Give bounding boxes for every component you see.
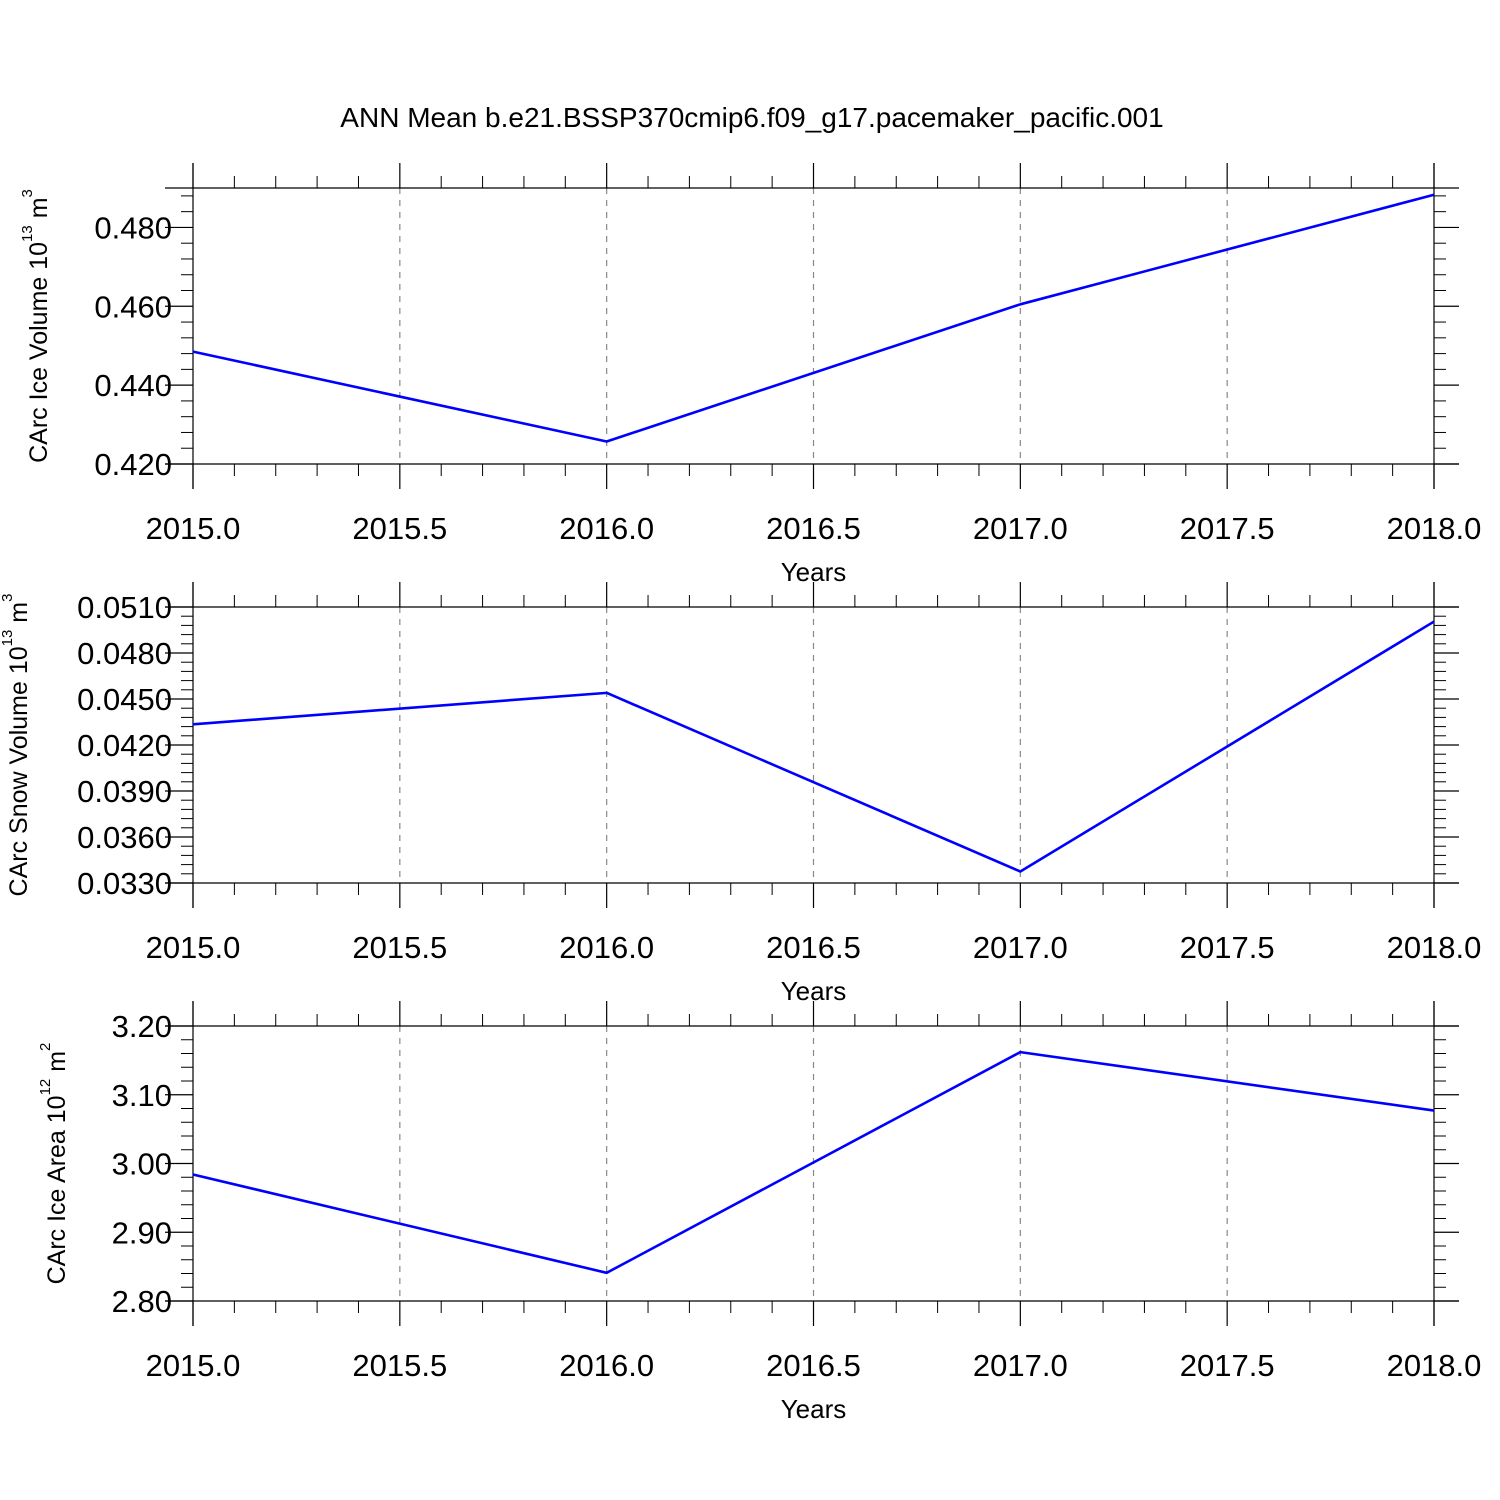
series-line xyxy=(192,193,1435,443)
x-tick-label: 2017.5 xyxy=(1180,511,1275,546)
x-tick-label: 2015.5 xyxy=(352,1348,447,1383)
panel-3: 2015.0 2015.5 2016.0 2016.5 2017.0 2017.5 2018… xyxy=(37,1001,1481,1424)
y-tick-label: 0.0510 xyxy=(77,590,172,625)
x-tick-label: 2015.5 xyxy=(352,511,447,546)
y-tick-label: 3.20 xyxy=(112,1009,172,1044)
y-tick-label: 3.00 xyxy=(112,1147,172,1182)
y-axis-title: CArc Ice Area 1012 m2 xyxy=(37,1043,71,1285)
x-tick-label: 2018.0 xyxy=(1387,511,1482,546)
x-axis-title: Years xyxy=(781,1394,847,1424)
x-tick-label: 2017.0 xyxy=(973,1348,1068,1383)
x-tick-label: 2018.0 xyxy=(1387,1348,1482,1383)
x-tick-label: 2016.0 xyxy=(559,1348,654,1383)
y-axis-title: CArc Ice Volume 1013 m3 xyxy=(19,189,53,463)
x-tick-label: 2016.5 xyxy=(766,1348,861,1383)
x-tick-label: 2017.5 xyxy=(1180,930,1275,965)
x-tick-label: 2016.0 xyxy=(559,930,654,965)
x-tick-label: 2015.0 xyxy=(146,930,241,965)
y-tick-label: 2.80 xyxy=(112,1284,172,1319)
y-tick-label: 0.0450 xyxy=(77,682,172,717)
y-tick-label: 0.460 xyxy=(94,289,172,324)
y-tick-label: 0.440 xyxy=(94,368,172,403)
x-tick-label: 2016.5 xyxy=(766,930,861,965)
series-line xyxy=(192,620,1435,873)
y-tick-label: 0.0330 xyxy=(77,866,172,901)
panels: 2015.0 2015.5 2016.0 2016.5 2017.0 2017.5 2018… xyxy=(0,163,1481,1424)
y-tick-label: 0.0480 xyxy=(77,636,172,671)
x-tick-label: 2018.0 xyxy=(1387,930,1482,965)
y-tick-label: 0.480 xyxy=(94,210,172,245)
x-tick-label: 2017.5 xyxy=(1180,1348,1275,1383)
panel-2: 2015.0 2015.5 2016.0 2016.5 2017.0 2017.5 2018… xyxy=(0,582,1481,1006)
y-tick-label: 3.10 xyxy=(112,1078,172,1113)
x-tick-label: 2015.0 xyxy=(146,511,241,546)
y-tick-label: 0.420 xyxy=(94,447,172,482)
x-tick-label: 2017.0 xyxy=(973,930,1068,965)
y-tick-label: 0.0420 xyxy=(77,728,172,763)
y-tick-label: 0.0360 xyxy=(77,820,172,855)
x-tick-label: 2016.5 xyxy=(766,511,861,546)
panel-1: 2015.0 2015.5 2016.0 2016.5 2017.0 2017.5 2018… xyxy=(19,163,1481,587)
figure-title: ANN Mean b.e21.BSSP370cmip6.f09_g17.pace… xyxy=(340,102,1163,133)
x-tick-label: 2015.0 xyxy=(146,1348,241,1383)
series-line xyxy=(192,1050,1435,1275)
x-tick-label: 2015.5 xyxy=(352,930,447,965)
y-tick-label: 0.0390 xyxy=(77,774,172,809)
y-tick-label: 2.90 xyxy=(112,1215,172,1250)
y-axis-title: CArc Snow Volume 1013 m3 xyxy=(0,594,33,897)
x-tick-label: 2017.0 xyxy=(973,511,1068,546)
x-tick-label: 2016.0 xyxy=(559,511,654,546)
